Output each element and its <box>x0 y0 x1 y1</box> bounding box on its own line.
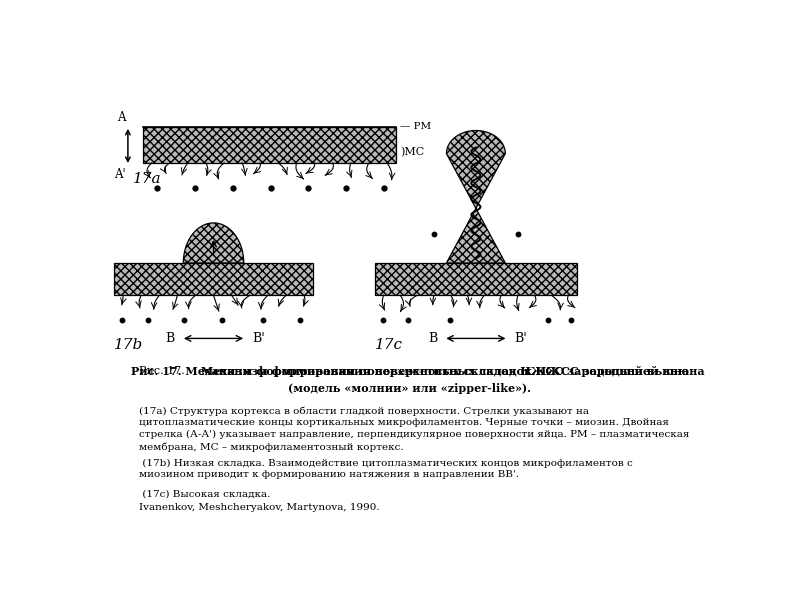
Text: B': B' <box>514 332 527 345</box>
Text: Рис. 17. Механизм формирования поверхностных складок НЖСС зародышей вьюна: Рис. 17. Механизм формирования поверхнос… <box>131 366 689 377</box>
Text: A': A' <box>114 168 126 181</box>
Text: 17b: 17b <box>114 338 143 352</box>
Text: Ivanenkov, Meshcheryakov, Martynova, 1990.: Ivanenkov, Meshcheryakov, Martynova, 199… <box>138 503 379 512</box>
Text: Механизм формирования поверхностных складок НЖСС зародышей вьюна: Механизм формирования поверхностных скла… <box>197 366 705 377</box>
Text: Рис. 17.: Рис. 17. <box>387 366 433 376</box>
Text: (17b) Низкая складка. Взаимодействие цитоплазматических концов микрофиламентов с: (17b) Низкая складка. Взаимодействие цит… <box>138 458 633 479</box>
Polygon shape <box>183 223 244 263</box>
Text: A: A <box>118 112 126 124</box>
Text: B': B' <box>252 332 265 345</box>
Polygon shape <box>446 131 506 263</box>
Text: 17c: 17c <box>375 338 403 352</box>
Polygon shape <box>114 263 313 295</box>
Text: — PM: — PM <box>400 122 431 131</box>
Text: Рис. 17.: Рис. 17. <box>138 366 185 376</box>
Text: 17a: 17a <box>133 172 161 186</box>
Text: B: B <box>428 332 437 345</box>
Text: B: B <box>166 332 174 345</box>
Polygon shape <box>142 127 396 163</box>
Text: (17а) Структура кортекса в области гладкой поверхности. Стрелки указывают на
цит: (17а) Структура кортекса в области гладк… <box>138 406 689 452</box>
Polygon shape <box>375 263 577 295</box>
Text: (модель «молнии» или «zipper-like»).: (модель «молнии» или «zipper-like»). <box>289 383 531 394</box>
Text: (17с) Высокая складка.: (17с) Высокая складка. <box>138 490 270 499</box>
Text: )MC: )MC <box>400 147 424 157</box>
